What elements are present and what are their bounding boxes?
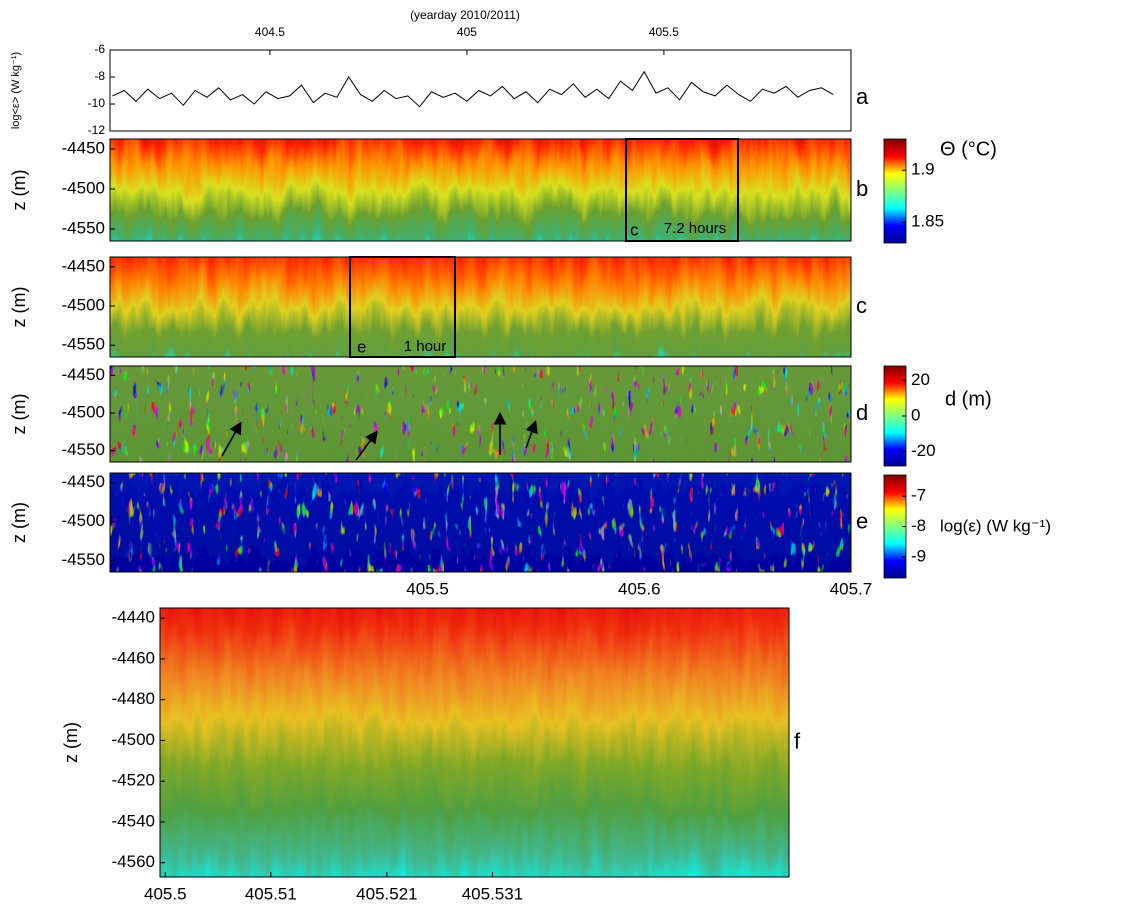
- panel-label: d: [856, 400, 868, 425]
- x-tick-label: 405.5: [406, 579, 449, 598]
- heatmap-field: [110, 139, 851, 241]
- y-axis-label: z (m): [9, 170, 29, 211]
- y-tick-label: -4450: [62, 365, 105, 384]
- y-tick-label: -4560: [112, 852, 155, 871]
- heatmap-image: [110, 139, 851, 241]
- colorbar-title: d (m): [945, 388, 992, 410]
- plot-frame: [109, 138, 852, 242]
- annotation: 1 hour: [404, 338, 447, 355]
- y-tick-label: -4500: [62, 403, 105, 422]
- heatmap-speckle: [110, 366, 851, 462]
- y-tick-label: -4520: [112, 771, 155, 790]
- y-axis-label: z (m): [9, 502, 29, 543]
- annotation-box: [349, 256, 456, 358]
- y-tick-label: -4540: [112, 811, 155, 830]
- arrow: [221, 421, 242, 457]
- heatmap-image: [160, 608, 789, 877]
- y-tick-label: -6: [94, 42, 105, 56]
- y-tick-label: -4550: [62, 550, 105, 569]
- heatmap-field: [110, 257, 851, 357]
- annotation-box: [625, 138, 739, 242]
- heatmap-image: [110, 473, 851, 572]
- annotation: c: [630, 220, 639, 239]
- plot-frame: [159, 607, 790, 878]
- y-axis-label: z (m): [61, 722, 81, 763]
- y-tick-label: -4500: [62, 178, 105, 197]
- colorbar-tick-label: -7: [911, 486, 926, 505]
- y-tick-label: -4500: [62, 296, 105, 315]
- x-tick-label: 405.531: [462, 884, 523, 903]
- colorbar-tick-label: -9: [911, 546, 926, 565]
- colorbar-title: log(ε) (W kg⁻¹): [940, 516, 1051, 535]
- colorbar: [883, 138, 907, 244]
- y-tick-label: -4550: [62, 218, 105, 237]
- y-tick-label: -4500: [62, 511, 105, 530]
- series-line: [112, 70, 834, 108]
- heatmap-field: [160, 608, 789, 877]
- heatmap-speckle: [110, 473, 851, 572]
- colorbar-tick-label: 0: [911, 405, 920, 424]
- y-axis-label: log<ε> (W kg⁻¹): [10, 52, 22, 129]
- y-tick-label: -8: [94, 69, 105, 83]
- panel-label: b: [856, 176, 868, 201]
- arrow: [355, 430, 378, 461]
- colorbar-tick-label: -8: [911, 516, 926, 535]
- heatmap-image: [110, 366, 851, 462]
- colorbar-tick-label: 1.9: [911, 160, 935, 179]
- annotation: 7.2 hours: [664, 220, 727, 237]
- heatmap-image: [110, 257, 851, 357]
- x-tick-label: 405.5: [649, 25, 679, 39]
- panel-label: f: [794, 728, 801, 753]
- y-tick-label: -12: [88, 123, 106, 137]
- plot-frame: [109, 365, 852, 463]
- colorbar-tick-label: -20: [911, 441, 936, 460]
- y-tick-label: -4450: [62, 138, 105, 157]
- y-axis-label: z (m): [9, 287, 29, 328]
- annotation: e: [357, 337, 366, 356]
- y-tick-label: -4450: [62, 472, 105, 491]
- arrow: [525, 419, 538, 449]
- y-tick-label: -4550: [62, 335, 105, 354]
- plot-frame: [109, 472, 852, 573]
- x-tick-label: 405: [457, 25, 477, 39]
- x-tick-label: 404.5: [255, 25, 285, 39]
- y-tick-label: -4480: [112, 689, 155, 708]
- x-tick-label: 405.5: [144, 884, 187, 903]
- colorbar-tick-label: 20: [911, 370, 930, 389]
- panel-label: c: [856, 293, 867, 318]
- plot-frame: [109, 49, 852, 132]
- y-axis-label: z (m): [9, 394, 29, 435]
- panel-label: a: [856, 84, 869, 109]
- y-tick-label: -4450: [62, 256, 105, 275]
- x-tick-label: 405.521: [356, 884, 417, 903]
- panel-label: e: [856, 508, 868, 533]
- axis-title: (yearday 2010/2011): [410, 8, 520, 22]
- y-tick-label: -10: [88, 96, 106, 110]
- colorbar-title: Θ (°C): [940, 138, 997, 160]
- arrows: [221, 411, 538, 461]
- x-tick-label: 405.51: [245, 884, 297, 903]
- y-tick-label: -4460: [112, 648, 155, 667]
- x-tick-label: 405.7: [830, 579, 873, 598]
- x-tick-label: 405.6: [618, 579, 661, 598]
- plot-frame: [109, 256, 852, 358]
- y-tick-label: -4440: [112, 608, 155, 627]
- colorbar-tick-label: 1.85: [911, 212, 944, 231]
- y-tick-label: -4550: [62, 440, 105, 459]
- y-tick-label: -4500: [112, 730, 155, 749]
